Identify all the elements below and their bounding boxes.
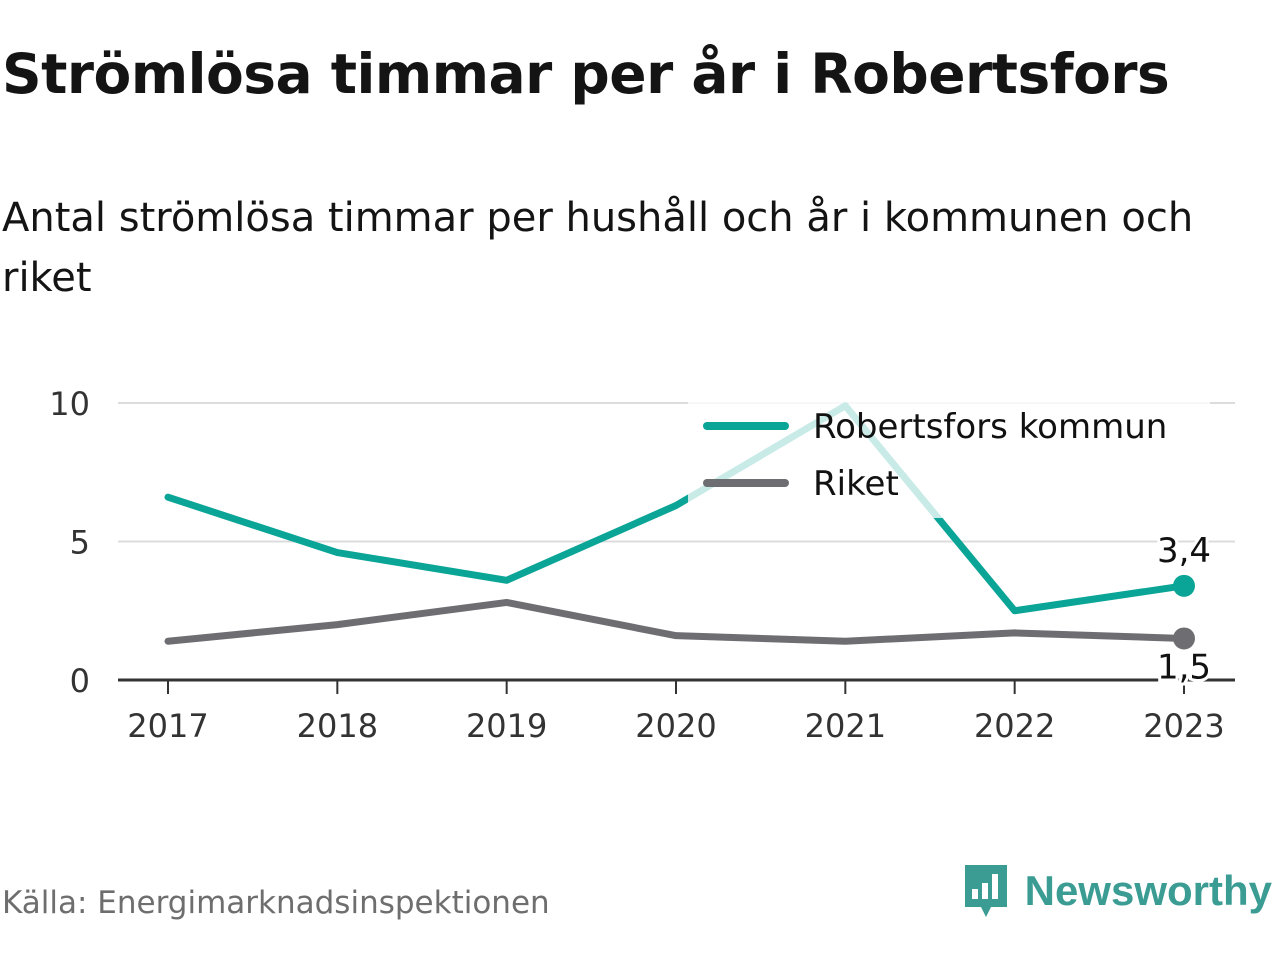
series-endpoint-0: [1173, 574, 1195, 597]
x-tick-label: 2023: [1143, 707, 1224, 745]
y-tick-label: 5: [70, 524, 90, 562]
axes: 0 5 10 2017 2018 2019 2020 2021 2022 2023: [49, 385, 1235, 745]
value-labels: 3,4 1,5: [1154, 528, 1214, 691]
x-tick-label: 2020: [635, 707, 716, 745]
x-tick-label: 2021: [805, 707, 886, 745]
value-label-1: 1,5: [1157, 647, 1211, 687]
newsworthy-logo-icon: [964, 865, 1007, 917]
series-endpoint-1: [1173, 627, 1195, 650]
x-tick-label: 2017: [127, 707, 208, 745]
legend: Robertsfors kommun Riket: [688, 400, 1210, 518]
y-tick-label: 0: [70, 662, 90, 700]
legend-label-1: Riket: [813, 464, 899, 504]
chart-subtitle: Antal strömlösa timmar per hushåll och å…: [2, 195, 1194, 301]
x-tick-label: 2019: [466, 707, 547, 745]
x-tick-label: 2018: [297, 707, 378, 745]
value-label-0: 3,4: [1157, 531, 1211, 571]
brand-logo: Newsworthy: [961, 862, 1272, 920]
legend-background: [688, 400, 1210, 518]
legend-label-0: Robertsfors kommun: [813, 407, 1167, 447]
x-tick-label: 2022: [974, 707, 1055, 745]
series-line-0: [164, 402, 1188, 615]
y-tick-label: 10: [49, 385, 90, 423]
source-note: Källa: Energimarknadsinspektionen: [2, 885, 550, 921]
chart-title: Strömlösa timmar per år i Robertsfors: [2, 42, 1170, 106]
brand-name: Newsworthy: [1024, 867, 1272, 914]
line-chart: 0 5 10 2017 2018 2019 2020 2021 2022 2023 Roberts…: [49, 385, 1235, 745]
series-lines: [164, 402, 1195, 650]
series-line-1: [164, 598, 1188, 645]
